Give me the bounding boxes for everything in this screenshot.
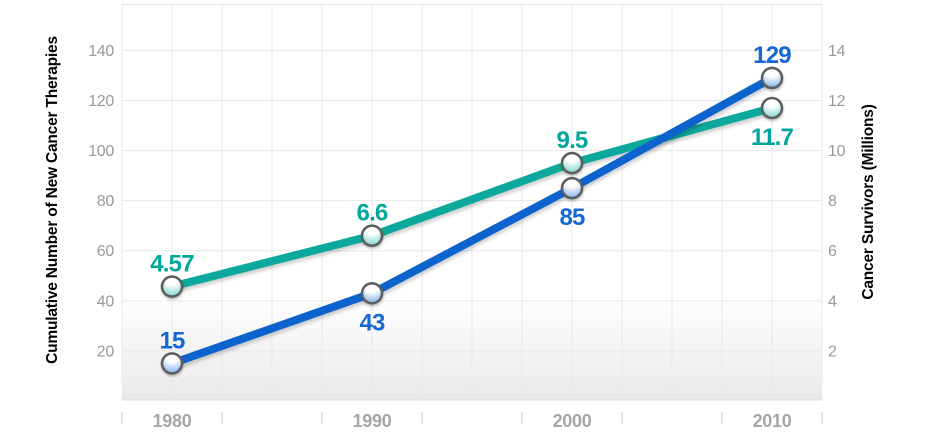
right-axis-tick-label: 8: [828, 193, 837, 210]
x-axis-category-label: 1990: [353, 411, 392, 431]
x-axis-category-label: 1980: [153, 411, 192, 431]
right-axis-tick-label: 12: [828, 93, 846, 110]
left-axis-title: Cumulative Number of New Cancer Therapie…: [44, 36, 61, 364]
data-point-label: 85: [559, 204, 585, 231]
x-axis-category-label: 2000: [553, 411, 592, 431]
x-axis-category-label: 2010: [753, 411, 792, 431]
data-point-label: 4.57: [150, 251, 194, 278]
series-layer: 4.57 6.6 9.5 11.7 15 43 85 129: [150, 42, 794, 375]
right-axis-tick-label: 6: [828, 243, 837, 260]
right-axis-title: Cancer Survivors (Millions): [860, 104, 877, 299]
left-axis-tick-label: 60: [97, 243, 115, 260]
data-point-label: 11.7: [751, 124, 794, 151]
data-point-marker: [760, 96, 784, 120]
axis-layer: 20 40 60 80 100 120 140 2 4 6 8 10 12 14 1980 1990 2000 2…: [88, 43, 846, 431]
plot-grid: [121, 4, 823, 401]
data-point-marker: [160, 275, 184, 298]
data-point-marker: [360, 282, 384, 305]
right-axis-tick-label: 4: [828, 293, 837, 310]
data-point-label: 6.6: [357, 200, 388, 227]
data-point-label: 9.5: [557, 127, 588, 154]
left-axis-tick-label: 140: [88, 43, 114, 60]
left-axis-tick-label: 80: [97, 193, 115, 210]
data-point-marker: [560, 176, 584, 200]
data-point-marker: [360, 224, 384, 248]
data-point-marker: [560, 151, 584, 175]
right-axis-tick-label: 14: [828, 43, 846, 60]
left-axis-tick-label: 120: [88, 93, 114, 110]
data-point-marker: [160, 352, 184, 375]
right-axis-tick-label: 10: [828, 143, 846, 160]
series-line-0: [168, 73, 776, 368]
right-axis-tick-label: 2: [828, 343, 837, 360]
left-axis-tick-label: 100: [88, 143, 114, 160]
data-point-label: 15: [159, 327, 185, 354]
left-axis-tick-label: 20: [97, 343, 115, 360]
data-point-marker: [760, 66, 784, 90]
left-axis-tick-label: 40: [97, 293, 115, 310]
data-point-label: 43: [359, 309, 385, 336]
data-point-label: 129: [753, 42, 791, 69]
